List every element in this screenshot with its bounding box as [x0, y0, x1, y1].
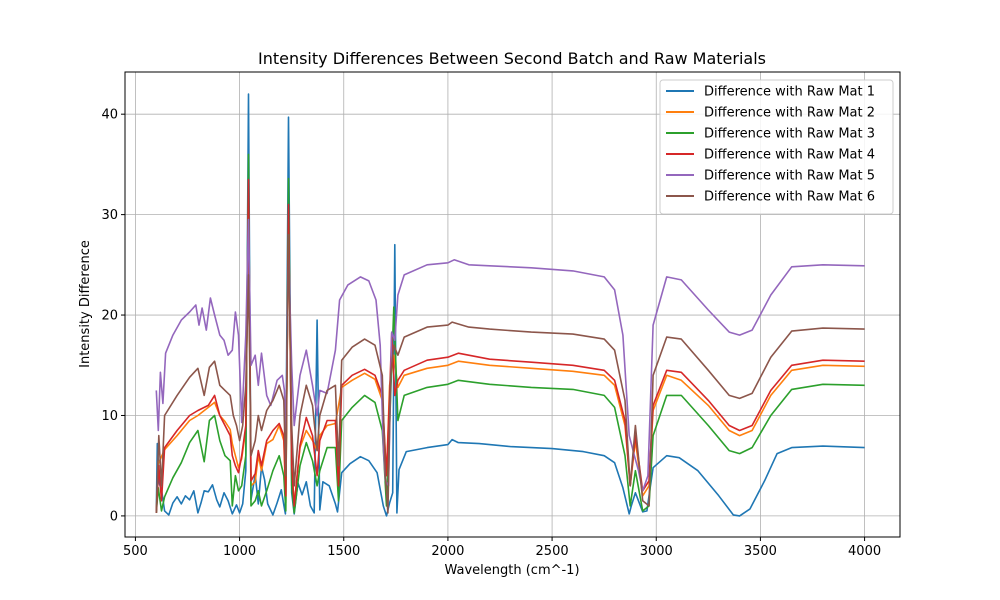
x-axis-label: Wavelength (cm^-1) — [444, 563, 579, 578]
y-axis-ticks: 0 10 20 30 40 — [101, 108, 125, 524]
x-tick-label: 3500 — [744, 544, 777, 559]
x-tick-label: 2000 — [431, 544, 464, 559]
legend-label: Difference with Raw Mat 3 — [704, 127, 875, 142]
legend-box — [659, 79, 894, 215]
legend-label: Difference with Raw Mat 1 — [704, 85, 875, 100]
series-line-raw-mat-6 — [155, 233, 865, 514]
legend-label: Difference with Raw Mat 2 — [704, 106, 875, 121]
x-tick-label: 1500 — [327, 544, 360, 559]
y-tick-label: 10 — [101, 409, 118, 424]
chart-title: Intensity Differences Between Second Bat… — [258, 49, 766, 68]
y-tick-label: 40 — [101, 108, 118, 123]
y-tick-label: 30 — [101, 208, 118, 223]
y-tick-label: 20 — [101, 309, 118, 324]
x-tick-label: 1000 — [223, 544, 256, 559]
legend: Difference with Raw Mat 1 Difference with… — [659, 79, 894, 215]
series-group — [155, 93, 865, 517]
x-axis-ticks: 500 1000 1500 2000 2500 3000 3500 4000 — [123, 537, 881, 559]
y-axis-label: Intensity Difference — [78, 240, 93, 368]
legend-label: Difference with Raw Mat 6 — [704, 190, 875, 205]
y-tick-label: 0 — [110, 509, 118, 524]
x-tick-label: 3000 — [640, 544, 673, 559]
legend-label: Difference with Raw Mat 4 — [704, 148, 875, 163]
x-tick-label: 4000 — [848, 544, 881, 559]
series-line-raw-mat-3 — [155, 153, 865, 514]
series-line-raw-mat-1 — [155, 93, 865, 517]
series-line-raw-mat-5 — [155, 218, 865, 492]
legend-label: Difference with Raw Mat 5 — [704, 169, 875, 184]
x-tick-label: 500 — [123, 544, 148, 559]
plot-frame — [124, 71, 901, 538]
series-line-raw-mat-2 — [155, 204, 865, 513]
x-tick-label: 2500 — [536, 544, 569, 559]
